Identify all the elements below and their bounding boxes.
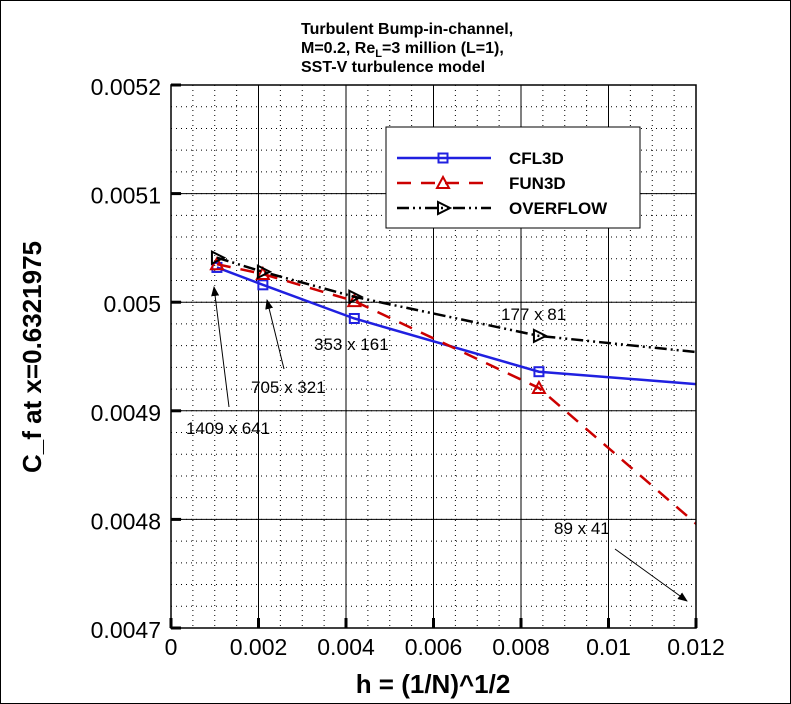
title-line-1: Turbulent Bump-in-channel, <box>301 21 513 38</box>
x-tick-label: 0.008 <box>492 634 550 660</box>
x-axis-label: h = (1/N)^1/2 <box>356 669 511 699</box>
y-tick-label: 0.005 <box>103 291 161 317</box>
legend-cfl3d-label: CFL3D <box>509 149 564 168</box>
legend-overflow-marker <box>437 200 453 216</box>
cfl3d-point <box>533 366 545 378</box>
overflow-line <box>216 256 696 354</box>
annotation-705x321: 705 x 321 <box>251 378 326 397</box>
y-tick-label: 0.0047 <box>91 617 161 643</box>
legend-fun3d-label: FUN3D <box>509 174 566 193</box>
x-tick-label: 0 <box>165 634 178 660</box>
y-tick-label: 0.0048 <box>91 508 161 534</box>
legend-overflow-label: OVERFLOW <box>509 199 608 218</box>
x-tick-label: 0.01 <box>586 634 631 660</box>
y-tick-label: 0.0049 <box>91 400 161 426</box>
annotation-177x81: 177 x 81 <box>501 305 566 324</box>
annotation-arrow-89x41 <box>614 548 688 602</box>
annotation-1409x641: 1409 x 641 <box>186 419 270 438</box>
y-tick-label: 0.0052 <box>91 74 161 100</box>
legend-fun3d-marker <box>435 174 451 189</box>
chart-title: Turbulent Bump-in-channel, M=0.2, ReL=3 … <box>301 21 513 76</box>
overflow-point <box>532 328 549 344</box>
overflow-point <box>348 289 364 305</box>
annotation-arrow-705x321 <box>265 299 285 370</box>
overflow-point <box>256 264 273 280</box>
title-line-3: SST-V turbulence model <box>301 59 485 76</box>
title-line-2: M=0.2, ReL=3 million (L=1), <box>301 40 504 60</box>
series-group <box>209 250 696 526</box>
fun3d-point <box>346 293 362 308</box>
cfl3d-line <box>216 266 696 386</box>
annotation-89x41: 89 x 41 <box>554 519 610 538</box>
overflow-point <box>210 250 227 266</box>
ticks: 0 0.002 0.004 0.006 0.008 0.01 0.012 0.0047 0.00… <box>91 74 725 660</box>
fun3d-line <box>216 262 696 526</box>
x-tick-label: 0.004 <box>317 634 375 660</box>
legend: CFL3D FUN3D OVERFLOW <box>385 126 641 229</box>
cfl3d-point <box>257 279 269 291</box>
x-tick-label: 0.006 <box>405 634 463 660</box>
x-tick-label: 0.012 <box>667 634 725 660</box>
cfl3d-point <box>348 312 360 324</box>
annotation-arrow-1409x641 <box>211 286 230 408</box>
annotations: 1409 x 641 705 x 321 353 x 161 177 x 81 … <box>186 286 688 602</box>
y-tick-label: 0.0051 <box>91 183 161 209</box>
y-axis-label: C_f at x=0.6321975 <box>17 241 47 473</box>
fun3d-point <box>531 379 547 394</box>
x-tick-label: 0.002 <box>230 634 288 660</box>
legend-cfl3d-marker <box>437 152 449 164</box>
annotation-353x161: 353 x 161 <box>314 335 389 354</box>
